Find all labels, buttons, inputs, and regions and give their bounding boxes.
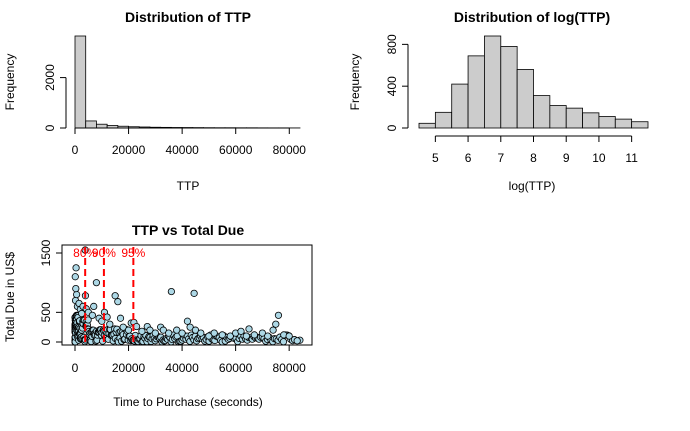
logttp-hist-x-tick-label: 8 bbox=[530, 151, 537, 165]
scatter-point bbox=[270, 327, 276, 333]
scatter-y-tick-label: 1500 bbox=[39, 239, 53, 266]
scatter-point bbox=[211, 330, 217, 336]
scatter-x-tick-label: 40000 bbox=[165, 361, 199, 375]
scatter-point bbox=[73, 265, 79, 271]
scatter-point bbox=[115, 298, 121, 304]
ttp-hist-y-tick-label: 2000 bbox=[43, 64, 57, 91]
scatter-point bbox=[191, 290, 197, 296]
scatter-ylabel: Total Due in US$ bbox=[3, 252, 17, 342]
logttp-histogram-xlabel: log(TTP) bbox=[509, 179, 556, 193]
ttp-hist-x-tick-label: 20000 bbox=[112, 143, 146, 157]
scatter-point bbox=[73, 291, 79, 297]
logttp-hist-bar bbox=[632, 122, 648, 128]
scatter-point bbox=[238, 328, 244, 334]
scatter-point bbox=[91, 303, 97, 309]
logttp-hist-y-tick-label: 400 bbox=[385, 76, 399, 96]
ttp-histogram-ylabel: Frequency bbox=[3, 54, 17, 111]
scatter-y-tick-label: 500 bbox=[39, 302, 53, 322]
ttp-hist-bar bbox=[75, 36, 86, 128]
scatter-point bbox=[184, 318, 190, 324]
scatter-x-tick-label: 20000 bbox=[112, 361, 146, 375]
scatter-point bbox=[198, 330, 204, 336]
logttp-hist-bar bbox=[517, 69, 533, 128]
logttp-hist-bar bbox=[452, 84, 468, 128]
ttp-hist-x-tick-label: 60000 bbox=[219, 143, 253, 157]
scatter-point bbox=[89, 312, 95, 318]
ttp-hist-bar bbox=[96, 124, 107, 128]
scatter-point bbox=[275, 312, 281, 318]
ttp-histogram-title: Distribution of TTP bbox=[125, 9, 251, 25]
percentile-label: 90% bbox=[92, 246, 116, 260]
logttp-hist-bar bbox=[534, 96, 550, 128]
scatter-point bbox=[219, 332, 225, 338]
logttp-hist-x-tick-label: 5 bbox=[432, 151, 439, 165]
logttp-hist-y-tick-label: 800 bbox=[385, 34, 399, 54]
scatter-point bbox=[280, 338, 286, 344]
scatter-point bbox=[72, 274, 78, 280]
logttp-hist-x-tick-label: 7 bbox=[497, 151, 504, 165]
scatter-point bbox=[286, 333, 292, 339]
logttp-histogram-panel: Distribution of log(TTP) log(TTP) Freque… bbox=[348, 9, 648, 193]
scatter-y-tick-label: 0 bbox=[39, 338, 53, 345]
logttp-hist-bar bbox=[550, 106, 566, 128]
logttp-hist-bar bbox=[484, 36, 500, 128]
scatter-point bbox=[152, 330, 158, 336]
logttp-hist-bar bbox=[599, 117, 615, 129]
ttp-hist-x-tick-label: 40000 bbox=[165, 143, 199, 157]
logttp-hist-y-tick-label: 0 bbox=[385, 124, 399, 131]
scatter-point bbox=[246, 326, 252, 332]
scatter-title: TTP vs Total Due bbox=[132, 222, 244, 238]
scatter-point bbox=[93, 279, 99, 285]
logttp-hist-bar bbox=[435, 112, 451, 128]
logttp-histogram-title: Distribution of log(TTP) bbox=[454, 9, 610, 25]
scatter-point bbox=[265, 333, 271, 339]
logttp-hist-x-tick-label: 11 bbox=[625, 151, 638, 165]
logttp-hist-bar bbox=[419, 123, 435, 128]
logttp-hist-x-tick-label: 6 bbox=[465, 151, 472, 165]
logttp-hist-x-tick-label: 9 bbox=[563, 151, 570, 165]
logttp-hist-bar bbox=[566, 108, 582, 128]
ttp-hist-x-tick-label: 80000 bbox=[273, 143, 307, 157]
ttp-hist-y-tick-label: 0 bbox=[43, 124, 57, 131]
scatter-x-tick-label: 0 bbox=[72, 361, 79, 375]
scatter-point bbox=[73, 285, 79, 291]
scatter-x-tick-label: 60000 bbox=[219, 361, 253, 375]
scatter-point bbox=[168, 288, 174, 294]
ttp-hist-x-tick-label: 0 bbox=[72, 143, 79, 157]
scatter-point bbox=[243, 333, 249, 339]
percentile-label: 95% bbox=[121, 246, 145, 260]
logttp-histogram-ylabel: Frequency bbox=[348, 54, 362, 111]
scatter-point bbox=[107, 321, 113, 327]
scatter-point bbox=[112, 293, 118, 299]
scatter-point bbox=[294, 338, 300, 344]
logttp-hist-bar bbox=[583, 113, 599, 128]
scatter-point bbox=[273, 321, 279, 327]
scatter-point bbox=[179, 330, 185, 336]
scatter-x-tick-label: 80000 bbox=[272, 361, 306, 375]
scatter-xlabel: Time to Purchase (seconds) bbox=[113, 395, 263, 409]
scatter-point bbox=[125, 327, 131, 333]
logttp-hist-bar bbox=[615, 119, 631, 128]
ttp-hist-bar bbox=[86, 121, 97, 128]
ttp-histogram-xlabel: TTP bbox=[177, 179, 200, 193]
scatter-point bbox=[139, 328, 145, 334]
ttp-vs-total-scatter-panel: TTP vs Total Due Time to Purchase (secon… bbox=[3, 222, 312, 409]
logttp-hist-x-tick-label: 10 bbox=[592, 151, 606, 165]
scatter-point bbox=[165, 330, 171, 336]
logttp-hist-bar bbox=[468, 56, 484, 128]
scatter-point bbox=[251, 332, 257, 338]
scatter-point bbox=[117, 315, 123, 321]
logttp-hist-bar bbox=[501, 46, 517, 128]
